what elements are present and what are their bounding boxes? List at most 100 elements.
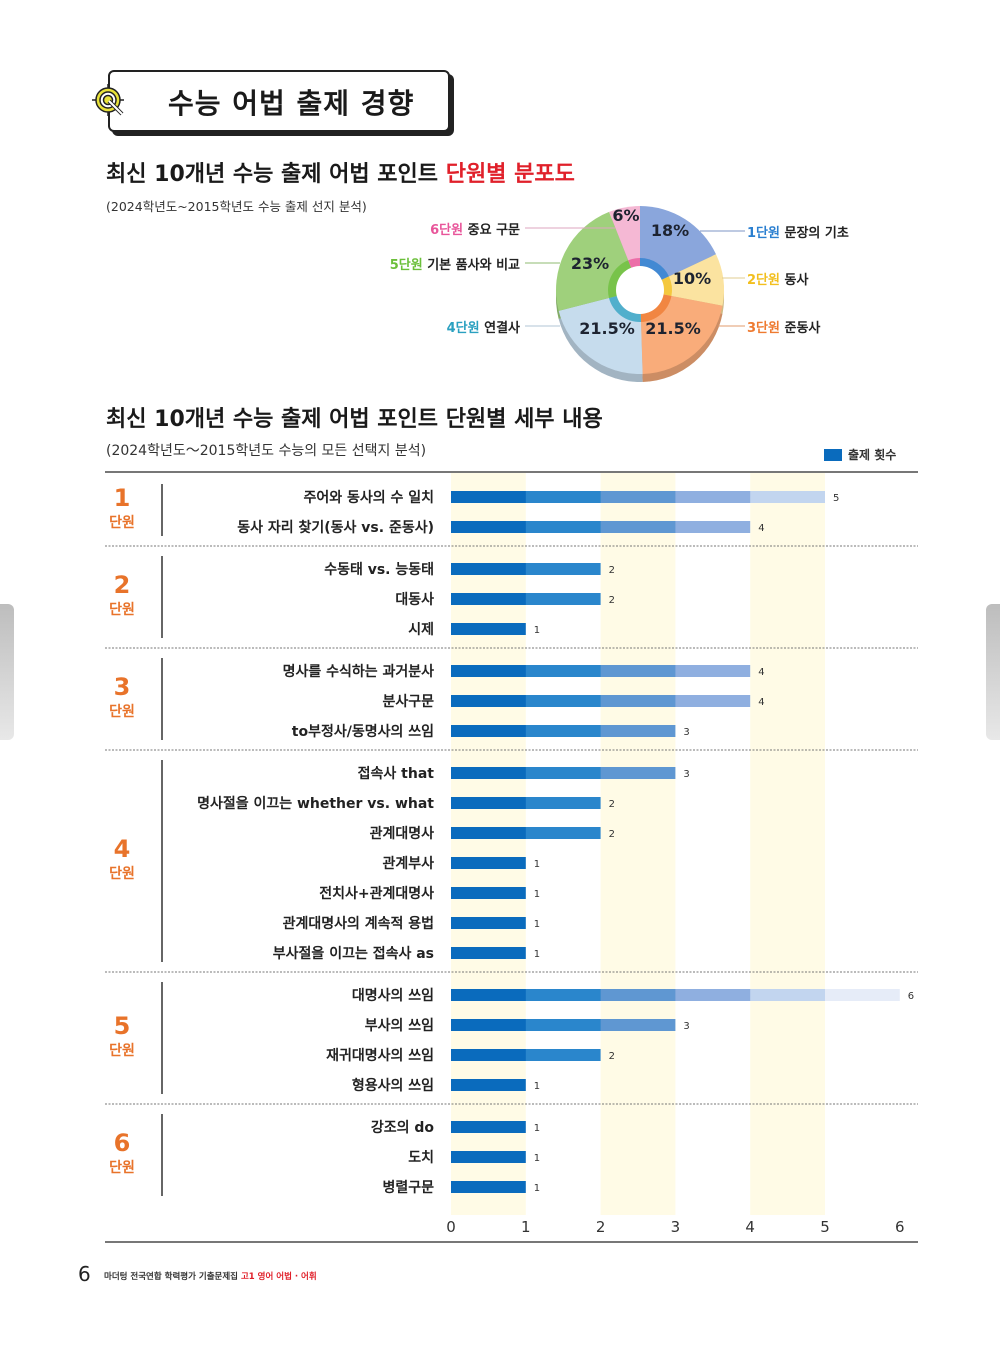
bar-segment bbox=[600, 725, 676, 737]
bar-segment bbox=[451, 887, 526, 899]
bar-segment bbox=[451, 593, 527, 605]
bar-segment bbox=[600, 1019, 676, 1031]
bar-segment bbox=[525, 491, 602, 503]
bar-category-label: 부사절을 이끄는 접속사 as bbox=[272, 946, 434, 962]
pie-value-label: 10% bbox=[673, 269, 711, 288]
bar-value-label: 4 bbox=[758, 667, 764, 678]
bar-segment bbox=[600, 491, 676, 503]
bar-category-label: 대명사의 쓰임 bbox=[351, 988, 434, 1004]
bar-segment bbox=[525, 797, 601, 809]
bar-segment bbox=[750, 989, 826, 1001]
x-tick-label: 6 bbox=[895, 1218, 905, 1236]
book-title: 마더텅 전국연합 학력평가 기출문제집 고1 영어 어법 · 어휘 bbox=[104, 1270, 317, 1282]
unit-word: 단원 bbox=[109, 704, 135, 720]
bar-segment bbox=[600, 767, 676, 779]
bar-value-label: 1 bbox=[534, 1183, 540, 1194]
bar-segment bbox=[451, 521, 527, 533]
bar-value-label: 1 bbox=[534, 889, 540, 900]
bar-category-label: 관계대명사 bbox=[369, 826, 434, 842]
bar-category-label: to부정사/동명사의 쓰임 bbox=[291, 724, 434, 740]
bar-segment bbox=[451, 623, 526, 635]
header-box bbox=[108, 70, 450, 132]
bar-value-label: 1 bbox=[534, 949, 540, 960]
bar-value-label: 2 bbox=[609, 565, 615, 576]
unit-number: 5 bbox=[113, 1012, 131, 1040]
pie-legend-label: 1단원 문장의 기초 bbox=[747, 222, 849, 241]
next-page-tab[interactable] bbox=[986, 604, 1000, 740]
bar-value-label: 6 bbox=[908, 991, 914, 1002]
bar-segment bbox=[451, 1181, 526, 1193]
previous-page-tab[interactable] bbox=[0, 604, 14, 740]
pie-value-label: 23% bbox=[571, 254, 609, 273]
pie-legend-label: 2단원 동사 bbox=[747, 269, 808, 288]
bar-category-label: 병렬구문 bbox=[382, 1180, 434, 1196]
bar-value-label: 3 bbox=[683, 769, 689, 780]
bar-segment bbox=[451, 797, 527, 809]
pie-unit-label: 4단원 bbox=[446, 321, 480, 336]
bar-chart: 5 4 2 2 1 4 4 3 3 2 2 1 1 1 1 6 3 2 1 1 1 1 0 1 2 3 4 5 6 bbox=[105, 471, 918, 1243]
bar-segment bbox=[675, 521, 751, 533]
pie-legend-label: 4단원 연결사 bbox=[447, 317, 520, 336]
bar-value-label: 1 bbox=[534, 1081, 540, 1092]
pie-hole bbox=[616, 266, 664, 314]
pie-chart: 18% 10% 21.5% 21.5% 23% 6% bbox=[525, 206, 745, 382]
bar-segment bbox=[600, 695, 676, 707]
bar-value-label: 2 bbox=[609, 595, 615, 606]
bar-segment bbox=[451, 1079, 526, 1091]
pie-value-label: 21.5% bbox=[645, 319, 701, 338]
unit-word: 단원 bbox=[109, 1160, 135, 1176]
pie-chart-title: 최신 10개년 수능 출제 어법 포인트 단원별 분포도 bbox=[106, 156, 575, 188]
bar-category-label: 동사 자리 찾기(동사 vs. 준동사) bbox=[237, 520, 434, 536]
unit-word: 단원 bbox=[109, 515, 135, 531]
unit-number: 3 bbox=[113, 673, 131, 701]
legend-swatch bbox=[824, 448, 842, 461]
pie-unit-name: 문장의 기초 bbox=[779, 226, 849, 241]
bar-segment bbox=[525, 665, 602, 677]
bar-category-label: 명사절을 이끄는 whether vs. what bbox=[197, 796, 434, 812]
bar-segment bbox=[750, 491, 825, 503]
pie-value-label: 6% bbox=[612, 206, 639, 225]
bar-value-label: 4 bbox=[758, 697, 764, 708]
bar-segment bbox=[451, 767, 527, 779]
page-number: 6 bbox=[78, 1262, 91, 1286]
bar-category-label: 분사구문 bbox=[382, 694, 434, 710]
bar-segment bbox=[525, 521, 602, 533]
page-heading: 수능 어법 출제 경향 bbox=[168, 87, 415, 120]
bar-chart-subtitle: (2024학년도～2015학년도 수능의 모든 선택지 분석) bbox=[106, 443, 427, 459]
bar-segment bbox=[675, 491, 751, 503]
bar-category-label: 부사의 쓰임 bbox=[364, 1018, 434, 1034]
bar-value-label: 3 bbox=[683, 1021, 689, 1032]
bar-category-label: 도치 bbox=[408, 1150, 434, 1166]
unit-word: 단원 bbox=[109, 866, 135, 882]
pie-unit-label: 5단원 bbox=[389, 258, 423, 273]
bar-segment bbox=[451, 695, 527, 707]
bar-value-label: 1 bbox=[534, 1123, 540, 1134]
bar-segment bbox=[600, 665, 676, 677]
pie-unit-name: 중요 구문 bbox=[463, 223, 520, 238]
unit-number: 6 bbox=[113, 1129, 131, 1157]
chart-legend: 출제 횟수 bbox=[824, 446, 896, 463]
bar-segment bbox=[451, 725, 527, 737]
grid-band bbox=[600, 472, 676, 1215]
unit-word: 단원 bbox=[109, 1043, 135, 1059]
bar-category-label: 관계대명사의 계속적 용법 bbox=[282, 916, 434, 932]
pie-unit-name: 연결사 bbox=[479, 321, 520, 336]
bar-segment bbox=[451, 1151, 526, 1163]
x-tick-label: 5 bbox=[820, 1218, 830, 1236]
bar-chart-title: 최신 10개년 수능 출제 어법 포인트 단원별 세부 내용 bbox=[106, 407, 603, 432]
unit-number: 4 bbox=[113, 835, 131, 863]
bar-segment bbox=[675, 695, 751, 707]
bar-segment bbox=[451, 827, 527, 839]
pie-title-highlight: 단원별 분포도 bbox=[445, 162, 575, 187]
bar-segment bbox=[451, 1049, 527, 1061]
bar-segment bbox=[825, 989, 900, 1001]
bar-category-label: 전치사+관계대명사 bbox=[319, 886, 434, 902]
bar-category-label: 형용사의 쓰임 bbox=[351, 1078, 434, 1094]
pie-legend-label: 6단원 중요 구문 bbox=[430, 219, 520, 238]
bar-segment bbox=[600, 989, 676, 1001]
book-title-main: 마더텅 전국연합 학력평가 기출문제집 bbox=[104, 1272, 241, 1282]
x-tick-label: 0 bbox=[446, 1218, 456, 1236]
grid-band bbox=[750, 472, 825, 1215]
x-tick-label: 4 bbox=[745, 1218, 755, 1236]
bar-category-label: 관계부사 bbox=[382, 856, 434, 872]
